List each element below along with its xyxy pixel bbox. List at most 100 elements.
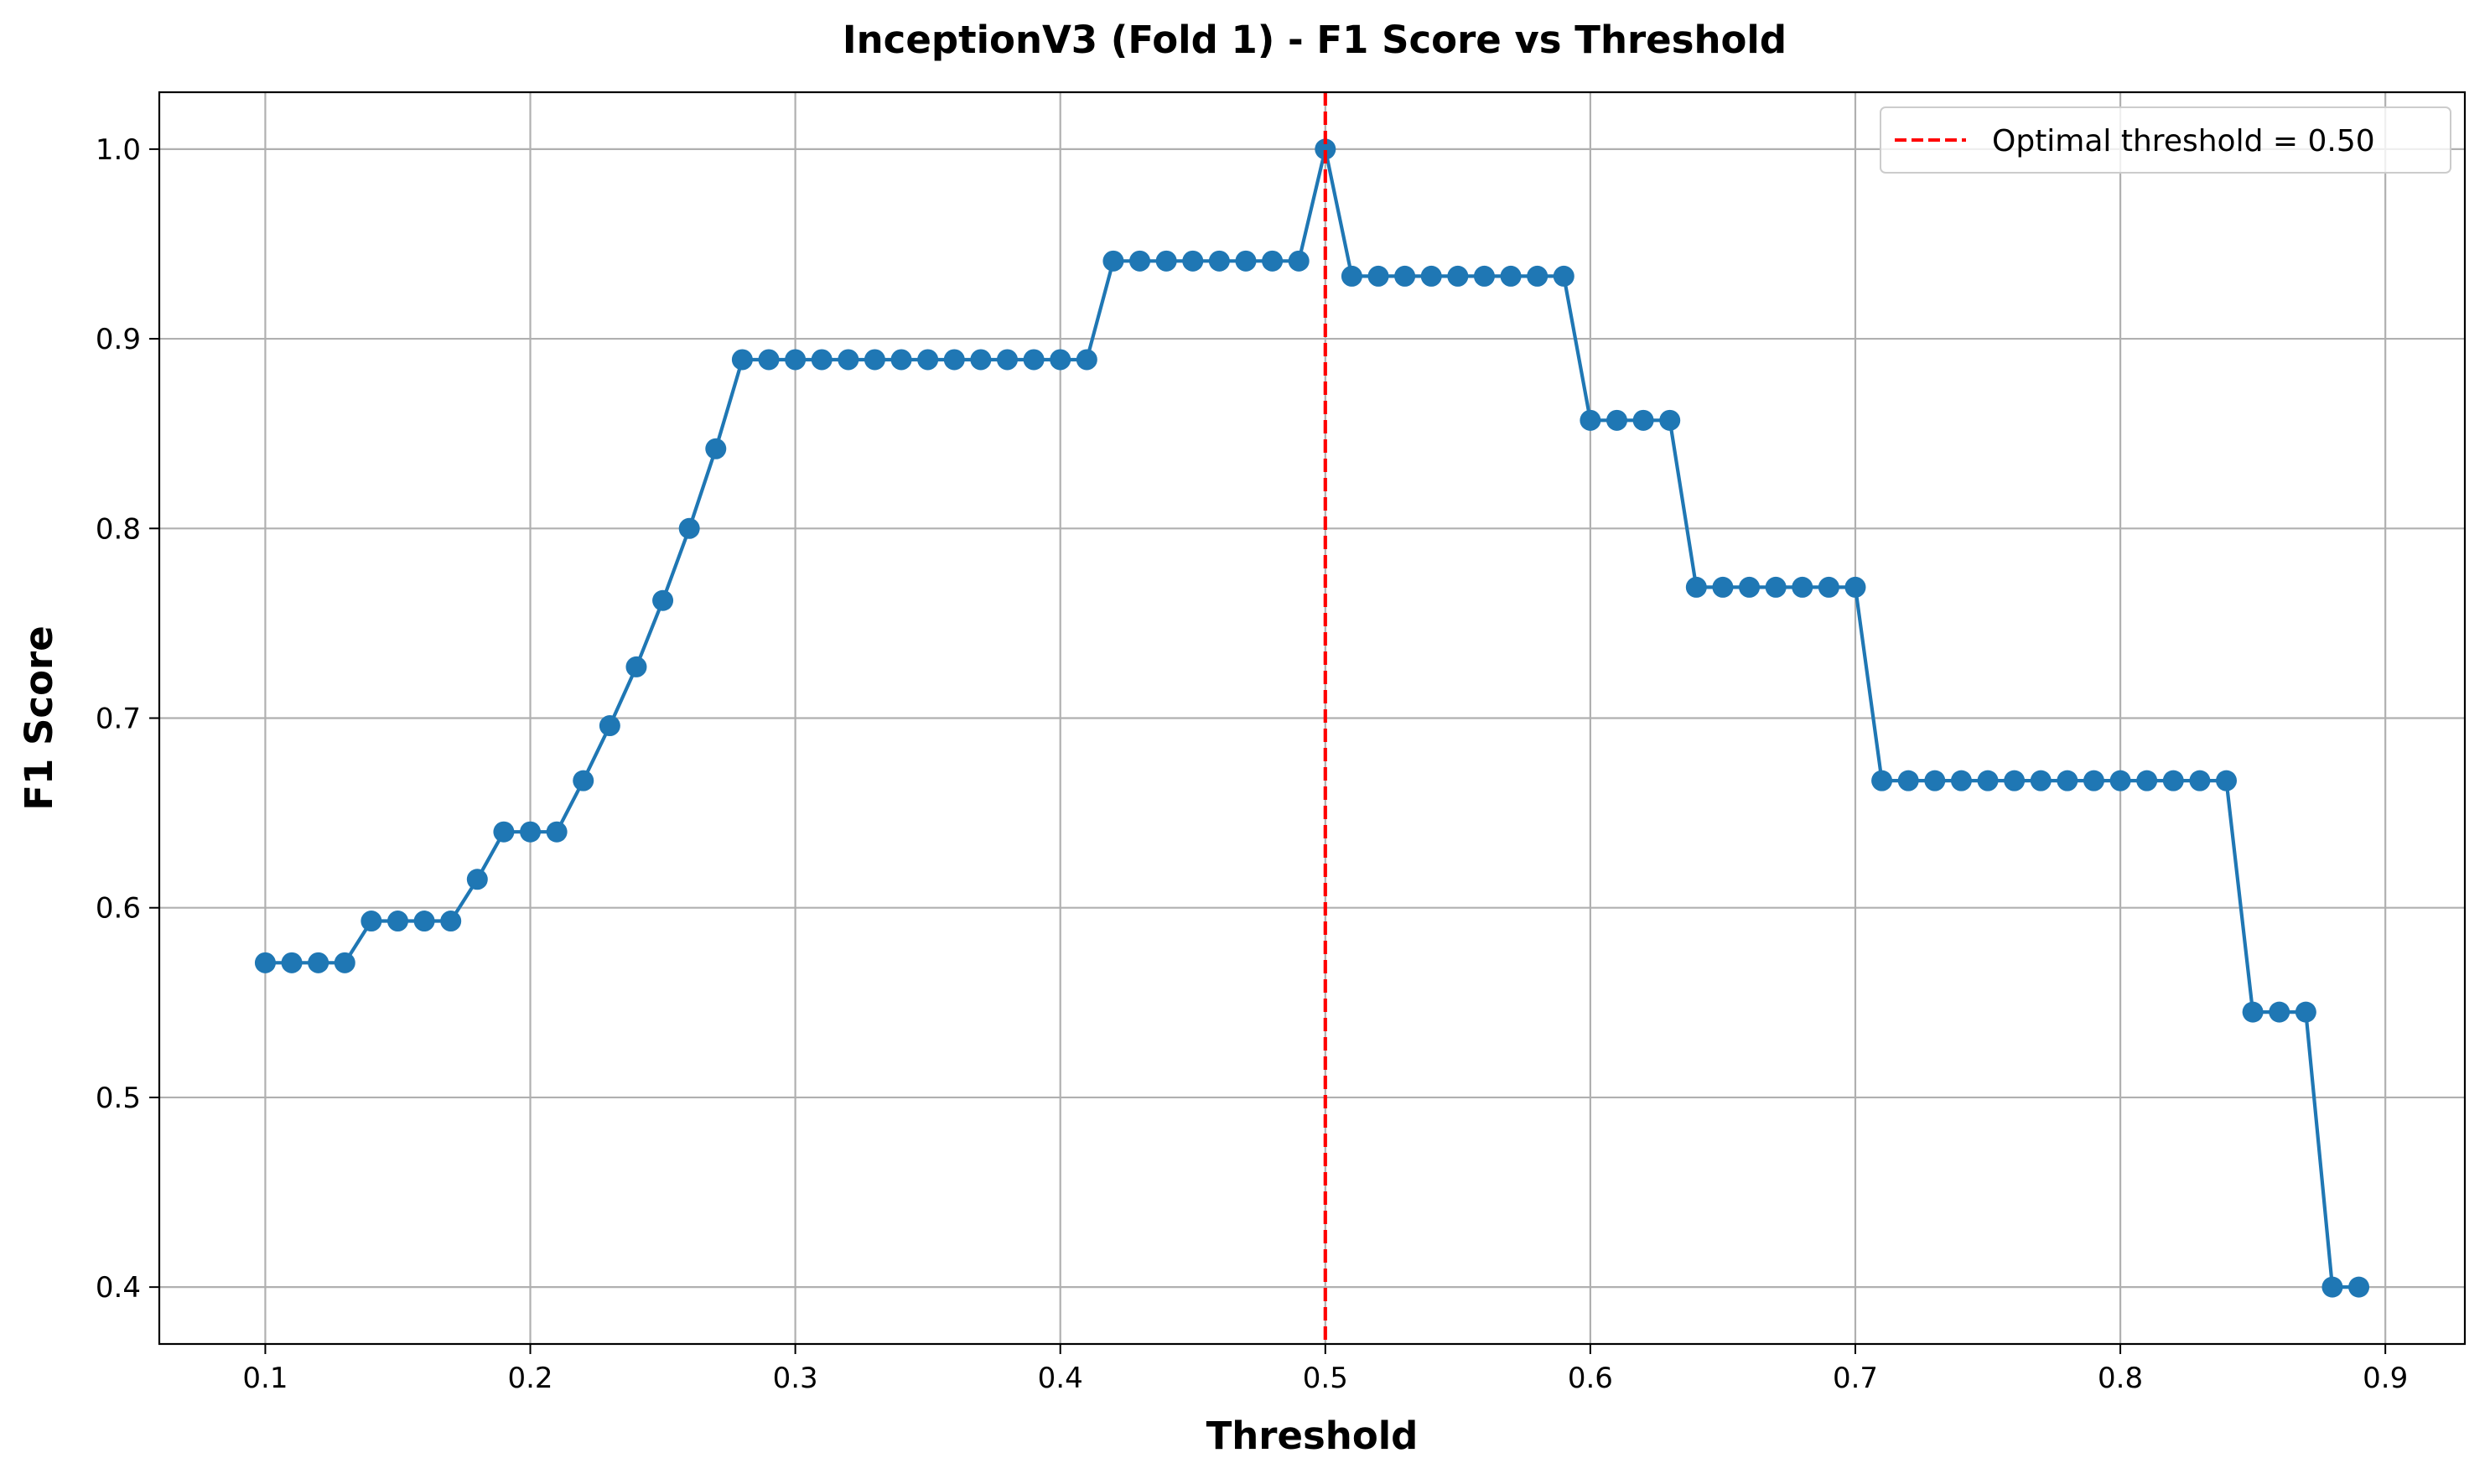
data-point: [890, 349, 912, 371]
data-point: [1235, 250, 1257, 272]
data-point: [466, 869, 488, 890]
data-point: [546, 821, 568, 843]
data-point: [1420, 265, 1442, 287]
data-point: [2162, 770, 2184, 791]
data-point: [1765, 576, 1787, 598]
data-point: [731, 349, 753, 371]
data-point: [917, 349, 939, 371]
data-point: [705, 438, 727, 459]
x-tick-label: 0.7: [1833, 1362, 1878, 1395]
y-tick-label: 0.8: [96, 512, 141, 546]
data-point: [1924, 770, 1946, 791]
data-point: [1102, 250, 1124, 272]
x-tick-label: 0.9: [2363, 1362, 2408, 1395]
legend: Optimal threshold = 0.50: [1880, 106, 2451, 174]
data-point: [2242, 1001, 2264, 1023]
y-tick-label: 1.0: [96, 133, 141, 167]
data-point: [1553, 265, 1574, 287]
data-point: [1739, 576, 1761, 598]
grid: [159, 92, 2465, 1344]
data-point: [308, 952, 329, 973]
data-point: [1182, 250, 1204, 272]
data-point: [281, 952, 303, 973]
data-point: [1632, 409, 1654, 431]
data-point: [838, 349, 859, 371]
data-point: [573, 770, 594, 791]
data-point: [1155, 250, 1177, 272]
legend-label: Optimal threshold = 0.50: [1992, 124, 2375, 158]
data-point: [493, 821, 515, 843]
data-point: [1076, 349, 1097, 371]
y-axis-label: F1 Score: [17, 625, 61, 810]
data-point: [811, 349, 833, 371]
plot-series: [254, 138, 2370, 1298]
data-point: [943, 349, 965, 371]
data-point: [1050, 349, 1071, 371]
data-point: [758, 349, 780, 371]
data-point: [2136, 770, 2158, 791]
data-point: [1447, 265, 1469, 287]
data-point: [520, 821, 542, 843]
data-point: [1950, 770, 1972, 791]
data-point: [1712, 576, 1734, 598]
data-point: [1129, 250, 1151, 272]
x-tick-label: 0.8: [2098, 1362, 2143, 1395]
data-point: [1500, 265, 1522, 287]
data-point: [1897, 770, 1919, 791]
data-point: [1659, 409, 1681, 431]
data-point: [625, 656, 647, 677]
data-point: [2269, 1001, 2290, 1023]
data-point: [1871, 770, 1893, 791]
data-point: [440, 911, 462, 932]
x-tick-label: 0.3: [773, 1362, 818, 1395]
data-point: [1394, 265, 1416, 287]
data-point: [413, 911, 435, 932]
legend-box: [1880, 106, 2451, 174]
data-point: [1473, 265, 1495, 287]
data-point: [334, 952, 355, 973]
y-tick-label: 0.9: [96, 323, 141, 356]
data-point: [1606, 409, 1628, 431]
data-point: [2030, 770, 2052, 791]
data-point: [1844, 576, 1866, 598]
data-point: [254, 952, 276, 973]
data-point: [652, 589, 674, 611]
data-point: [2348, 1276, 2370, 1298]
data-point: [1262, 250, 1284, 272]
data-point: [1792, 576, 1813, 598]
data-point: [1288, 250, 1310, 272]
y-tick-label: 0.6: [96, 892, 141, 926]
x-axis-label: Threshold: [1206, 1414, 1419, 1458]
data-point: [1341, 265, 1362, 287]
data-point: [2189, 770, 2211, 791]
data-point: [2109, 770, 2131, 791]
data-point: [1315, 138, 1336, 160]
data-point: [2216, 770, 2238, 791]
data-point: [2057, 770, 2078, 791]
data-point: [996, 349, 1018, 371]
data-point: [2083, 770, 2104, 791]
axis-ticks: 0.1 0.2 0.3 0.4 0.5 0.6 0.7 0.8 0.9 0.4 0.5 0.6 0.7 0…: [96, 133, 2408, 1395]
y-tick-label: 0.4: [96, 1271, 141, 1305]
data-point: [2004, 770, 2026, 791]
x-tick-label: 0.2: [507, 1362, 552, 1395]
data-point: [970, 349, 992, 371]
y-tick-label: 0.5: [96, 1082, 141, 1115]
data-point: [386, 911, 408, 932]
chart-title: InceptionV3 (Fold 1) - F1 Score vs Thres…: [843, 18, 1787, 62]
data-point: [678, 517, 700, 539]
data-point: [1685, 576, 1707, 598]
data-point: [1977, 770, 1999, 791]
x-tick-label: 0.1: [242, 1362, 288, 1395]
x-tick-label: 0.6: [1568, 1362, 1613, 1395]
data-point: [599, 715, 620, 737]
y-tick-label: 0.7: [96, 703, 141, 736]
data-point: [864, 349, 885, 371]
data-point: [1023, 349, 1045, 371]
data-point: [785, 349, 807, 371]
data-point: [1208, 250, 1230, 272]
x-tick-label: 0.4: [1038, 1362, 1083, 1395]
x-tick-label: 0.5: [1303, 1362, 1348, 1395]
data-point: [361, 911, 382, 932]
